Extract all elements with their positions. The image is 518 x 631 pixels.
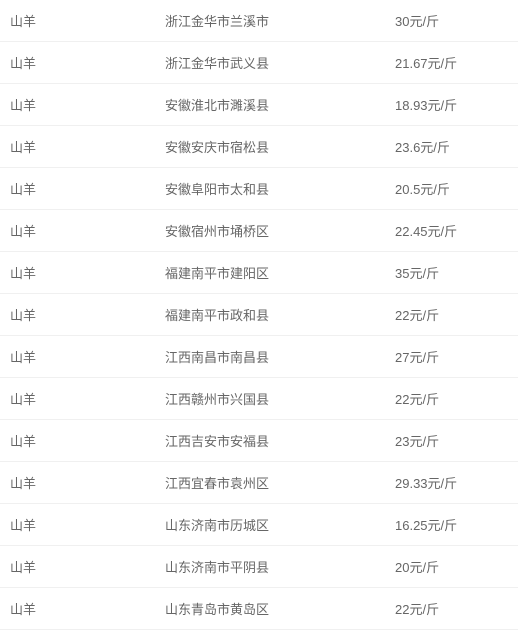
location-cell: 安徽淮北市濉溪县 (165, 95, 395, 114)
price-cell: 29.33元/斤 (395, 473, 508, 492)
location-cell: 山东济南市历城区 (165, 515, 395, 534)
table-row: 山羊江西赣州市兴国县22元/斤 (0, 378, 518, 420)
product-cell: 山羊 (10, 473, 165, 492)
table-row: 山羊山东青岛市黄岛区22元/斤 (0, 588, 518, 630)
product-cell: 山羊 (10, 305, 165, 324)
price-cell: 30元/斤 (395, 11, 508, 30)
table-row: 山羊安徽淮北市濉溪县18.93元/斤 (0, 84, 518, 126)
product-cell: 山羊 (10, 221, 165, 240)
price-cell: 35元/斤 (395, 263, 508, 282)
price-cell: 16.25元/斤 (395, 515, 508, 534)
product-cell: 山羊 (10, 389, 165, 408)
table-row: 山羊安徽宿州市埇桥区22.45元/斤 (0, 210, 518, 252)
price-cell: 20元/斤 (395, 557, 508, 576)
location-cell: 安徽宿州市埇桥区 (165, 221, 395, 240)
location-cell: 福建南平市政和县 (165, 305, 395, 324)
table-row: 山羊浙江金华市兰溪市30元/斤 (0, 0, 518, 42)
price-cell: 21.67元/斤 (395, 53, 508, 72)
location-cell: 浙江金华市武义县 (165, 53, 395, 72)
location-cell: 山东济南市平阴县 (165, 557, 395, 576)
table-row: 山羊福建南平市建阳区35元/斤 (0, 252, 518, 294)
location-cell: 浙江金华市兰溪市 (165, 11, 395, 30)
location-cell: 福建南平市建阳区 (165, 263, 395, 282)
location-cell: 江西赣州市兴国县 (165, 389, 395, 408)
product-cell: 山羊 (10, 53, 165, 72)
price-cell: 23元/斤 (395, 431, 508, 450)
price-cell: 20.5元/斤 (395, 179, 508, 198)
location-cell: 江西宜春市袁州区 (165, 473, 395, 492)
product-cell: 山羊 (10, 179, 165, 198)
product-cell: 山羊 (10, 557, 165, 576)
product-cell: 山羊 (10, 515, 165, 534)
location-cell: 江西南昌市南昌县 (165, 347, 395, 366)
table-row: 山羊浙江金华市武义县21.67元/斤 (0, 42, 518, 84)
table-row: 山羊江西吉安市安福县23元/斤 (0, 420, 518, 462)
product-cell: 山羊 (10, 263, 165, 282)
product-cell: 山羊 (10, 137, 165, 156)
table-row: 山羊山东济南市平阴县20元/斤 (0, 546, 518, 588)
table-row: 山羊山东济南市历城区16.25元/斤 (0, 504, 518, 546)
location-cell: 山东青岛市黄岛区 (165, 599, 395, 618)
price-cell: 22元/斤 (395, 305, 508, 324)
product-cell: 山羊 (10, 347, 165, 366)
location-cell: 江西吉安市安福县 (165, 431, 395, 450)
product-cell: 山羊 (10, 11, 165, 30)
product-cell: 山羊 (10, 599, 165, 618)
table-row: 山羊福建南平市政和县22元/斤 (0, 294, 518, 336)
price-cell: 22元/斤 (395, 599, 508, 618)
price-cell: 27元/斤 (395, 347, 508, 366)
price-cell: 22.45元/斤 (395, 221, 508, 240)
location-cell: 安徽安庆市宿松县 (165, 137, 395, 156)
table-row: 山羊江西南昌市南昌县27元/斤 (0, 336, 518, 378)
price-cell: 18.93元/斤 (395, 95, 508, 114)
product-cell: 山羊 (10, 95, 165, 114)
product-cell: 山羊 (10, 431, 165, 450)
price-cell: 22元/斤 (395, 389, 508, 408)
price-table: 山羊浙江金华市兰溪市30元/斤山羊浙江金华市武义县21.67元/斤山羊安徽淮北市… (0, 0, 518, 630)
table-row: 山羊安徽阜阳市太和县20.5元/斤 (0, 168, 518, 210)
location-cell: 安徽阜阳市太和县 (165, 179, 395, 198)
price-cell: 23.6元/斤 (395, 137, 508, 156)
table-row: 山羊江西宜春市袁州区29.33元/斤 (0, 462, 518, 504)
table-row: 山羊安徽安庆市宿松县23.6元/斤 (0, 126, 518, 168)
